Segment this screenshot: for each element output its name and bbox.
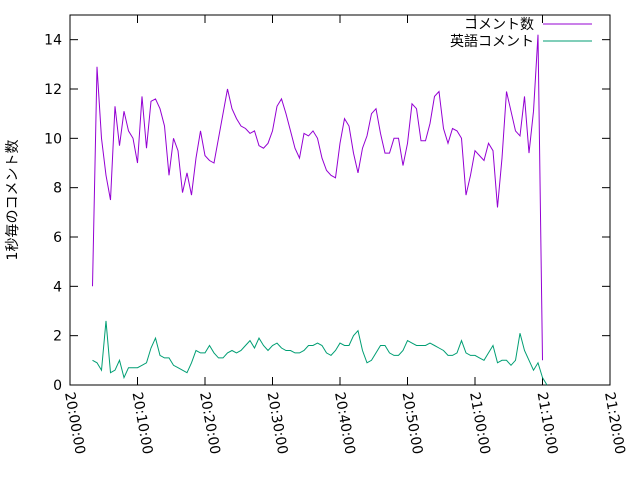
series-line-0 xyxy=(92,34,543,361)
series-layer xyxy=(92,34,548,386)
y-tick-label: 12 xyxy=(44,82,62,98)
y-tick-label: 0 xyxy=(53,378,62,394)
x-tick-label: 20:10:00 xyxy=(129,391,156,456)
legend: コメント数 英語コメント xyxy=(450,17,592,50)
x-tick-label: 20:30:00 xyxy=(264,391,291,456)
plot-frame xyxy=(69,14,611,386)
y-axis-label: 1秒毎のコメント数 xyxy=(5,140,21,261)
y-tick-label: 2 xyxy=(53,329,62,345)
x-tick-label: 21:10:00 xyxy=(534,391,561,456)
y-axis-ticks: 0 2 4 6 8 10 12 14 xyxy=(44,33,610,394)
y-tick-label: 10 xyxy=(44,131,62,147)
y-tick-label: 4 xyxy=(53,279,62,295)
y-tick-label: 6 xyxy=(53,230,62,246)
legend-label-comments: コメント数 xyxy=(464,17,534,33)
y-tick-label: 14 xyxy=(44,33,62,49)
x-tick-label: 20:40:00 xyxy=(331,391,358,456)
x-axis-ticks: 20:00:00 20:10:00 20:20:00 20:30:00 20:40:00… xyxy=(61,15,628,456)
x-tick-label: 20:00:00 xyxy=(61,391,88,456)
x-tick-label: 21:20:00 xyxy=(601,391,628,456)
y-tick-label: 8 xyxy=(53,181,62,197)
x-tick-label: 20:50:00 xyxy=(399,391,426,456)
series-line-1 xyxy=(92,320,548,386)
plot-border xyxy=(69,14,611,386)
legend-label-english-comments: 英語コメント xyxy=(450,33,534,50)
x-tick-label: 20:20:00 xyxy=(196,391,223,456)
x-tick-label: 21:00:00 xyxy=(466,391,493,456)
